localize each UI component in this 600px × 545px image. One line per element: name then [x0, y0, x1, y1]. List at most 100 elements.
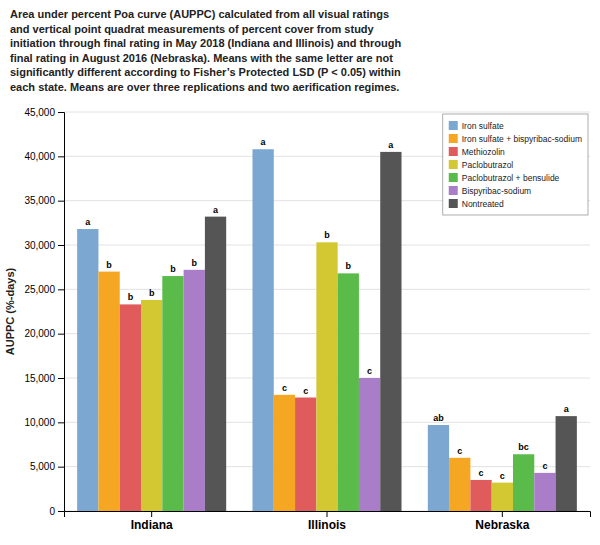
y-tick-mark: [58, 245, 64, 246]
x-tick-label: Illinois: [308, 518, 346, 532]
bar-series: [98, 272, 470, 511]
legend-label: Bispyribac-sodium: [462, 186, 531, 196]
chart: Area under percent Poa curve (AUPPC) cal…: [0, 0, 600, 545]
y-tick: 10,000: [24, 417, 64, 428]
bar-series: [141, 242, 513, 511]
y-tick-label: 25,000: [24, 284, 55, 295]
bar-series: [77, 149, 449, 511]
title-line: final rating in August 2016 (Nebraska). …: [10, 52, 393, 64]
y-tick-label: 45,000: [24, 107, 55, 118]
legend-swatch: [449, 186, 458, 195]
y-tick-mark: [58, 201, 64, 202]
x-tick: Indiana: [131, 511, 173, 532]
letter-label: a: [564, 404, 570, 414]
legend-item: Paclobutrazol + bensulide: [449, 173, 560, 183]
y-tick-mark: [58, 467, 64, 468]
letter-label: b: [324, 230, 330, 240]
legend-label: Nontreated: [462, 199, 504, 209]
y-tick: 40,000: [24, 151, 64, 162]
title-line: and vertical point quadrat measurements …: [10, 23, 375, 35]
y-tick-mark: [58, 378, 64, 379]
y-tick-label: 10,000: [24, 417, 55, 428]
bar: [205, 217, 226, 511]
x-tick-mark: [327, 511, 328, 517]
y-tick: 15,000: [24, 373, 64, 384]
legend: Iron sulfate Iron sulfate + bispyribac-so…: [443, 114, 588, 215]
letter-label: b: [106, 260, 112, 270]
y-tick: 30,000: [24, 240, 64, 251]
legend-item: Bispyribac-sodium: [449, 186, 531, 196]
letter-label: b: [170, 264, 176, 274]
bar: [252, 149, 273, 511]
legend-swatch: [449, 173, 458, 182]
y-axis: 0 5,000 10,000 15,000 20,000 25,000 30,000 35,0…: [24, 107, 64, 517]
title-line: significantly different according to Fis…: [10, 66, 401, 78]
y-tick: 35,000: [24, 195, 64, 206]
letter-label: a: [213, 205, 219, 215]
y-tick: 45,000: [24, 107, 64, 118]
legend-swatch: [449, 147, 458, 156]
bar: [184, 270, 205, 511]
letter-label: a: [388, 140, 394, 150]
y-tick-label: 5,000: [30, 461, 55, 472]
letter-label: b: [346, 261, 352, 271]
letter-label: b: [149, 288, 155, 298]
x-axis-line: [65, 512, 591, 518]
letter-label: ab: [433, 413, 444, 423]
y-tick-mark: [58, 334, 64, 335]
title-line: Area under percent Poa curve (AUPPC) cal…: [10, 8, 389, 20]
bar: [98, 272, 119, 511]
legend-swatch: [449, 160, 458, 169]
bar: [162, 276, 183, 511]
letter-label: bc: [518, 442, 529, 452]
letter-label: c: [457, 446, 462, 456]
bar: [449, 458, 470, 511]
bar: [492, 483, 513, 511]
legend-item: Iron sulfate + bispyribac-sodium: [449, 134, 582, 144]
legend-label: Iron sulfate + bispyribac-sodium: [462, 134, 582, 144]
grid-line: [64, 112, 590, 113]
y-axis-line: [58, 113, 65, 512]
legend-label: Methiozolin: [462, 147, 505, 157]
y-tick: 25,000: [24, 284, 64, 295]
x-tick: Illinois: [308, 511, 346, 532]
y-tick-label: 0: [49, 506, 55, 517]
bar: [274, 395, 295, 511]
x-tick-mark: [502, 511, 503, 517]
y-axis-title: AUPPC (%-days): [4, 267, 16, 355]
letter-label: c: [367, 366, 372, 376]
x-tick-mark: [151, 511, 152, 517]
x-tick: Nebraska: [475, 511, 529, 532]
letter-label: a: [261, 137, 267, 147]
bar: [534, 473, 555, 511]
y-tick-label: 15,000: [24, 373, 55, 384]
y-tick-label: 40,000: [24, 151, 55, 162]
bar: [513, 454, 534, 511]
bar: [380, 152, 401, 511]
y-tick: 5,000: [30, 461, 64, 472]
x-tick-label: Nebraska: [475, 518, 529, 532]
x-tick-label: Indiana: [131, 518, 173, 532]
legend-swatch: [449, 134, 458, 143]
grid: [64, 112, 590, 511]
bar: [316, 242, 337, 511]
letter-label: c: [479, 468, 484, 478]
legend-box: [443, 114, 588, 215]
letter-label: c: [282, 383, 287, 393]
legend-swatch: [449, 199, 458, 208]
title-line: each state. Means are over three replica…: [10, 81, 399, 93]
y-tick-label: 20,000: [24, 328, 55, 339]
y-tick-mark: [58, 112, 64, 113]
legend-swatch: [449, 121, 458, 130]
letter-label: a: [85, 217, 91, 227]
legend-item: Methiozolin: [449, 147, 505, 157]
bar: [470, 480, 491, 511]
letter-label: b: [191, 258, 197, 268]
bar: [338, 273, 359, 511]
title-line: initiation through final rating in May 2…: [10, 37, 401, 49]
bar: [359, 378, 380, 511]
bar-series: [184, 270, 556, 511]
bar: [77, 229, 98, 511]
y-tick: 20,000: [24, 328, 64, 339]
legend-label: Iron sulfate: [462, 121, 504, 131]
